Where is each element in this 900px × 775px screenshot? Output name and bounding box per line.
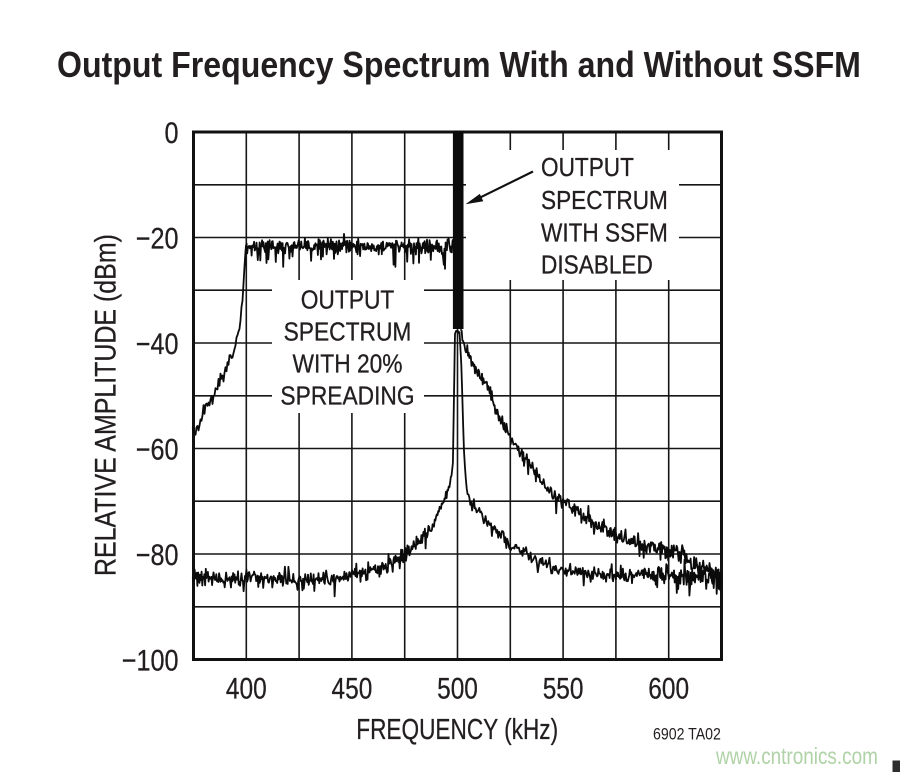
svg-text:6902 TA02: 6902 TA02 bbox=[653, 725, 721, 743]
svg-text:−100: −100 bbox=[122, 643, 179, 677]
svg-text:SPECTRUM: SPECTRUM bbox=[541, 186, 668, 215]
svg-text:−80: −80 bbox=[136, 538, 179, 572]
svg-text:WITH SSFM: WITH SSFM bbox=[541, 219, 668, 248]
svg-text:SPECTRUM: SPECTRUM bbox=[284, 318, 412, 347]
svg-text:550: 550 bbox=[543, 671, 584, 705]
svg-text:−20: −20 bbox=[136, 221, 179, 255]
svg-text:−60: −60 bbox=[136, 432, 179, 466]
svg-text:www.cntronics.com: www.cntronics.com bbox=[715, 744, 878, 769]
svg-text:SPREADING: SPREADING bbox=[280, 382, 414, 411]
svg-text:OUTPUT: OUTPUT bbox=[541, 153, 634, 182]
svg-text:WITH 20%: WITH 20% bbox=[292, 350, 402, 379]
svg-text:600: 600 bbox=[648, 671, 689, 705]
svg-text:Output Frequency Spectrum With: Output Frequency Spectrum With and Witho… bbox=[57, 45, 861, 85]
svg-text:500: 500 bbox=[437, 671, 478, 705]
svg-text:400: 400 bbox=[226, 671, 267, 705]
svg-text:0: 0 bbox=[164, 116, 178, 150]
svg-text:FREQUENCY (kHz): FREQUENCY (kHz) bbox=[356, 712, 558, 745]
svg-text:−40: −40 bbox=[136, 327, 179, 361]
svg-text:450: 450 bbox=[332, 671, 373, 705]
svg-text:RELATIVE AMPLITUDE (dBm): RELATIVE AMPLITUDE (dBm) bbox=[88, 234, 122, 576]
svg-text:OUTPUT: OUTPUT bbox=[301, 286, 395, 315]
svg-text:DISABLED: DISABLED bbox=[541, 251, 653, 280]
